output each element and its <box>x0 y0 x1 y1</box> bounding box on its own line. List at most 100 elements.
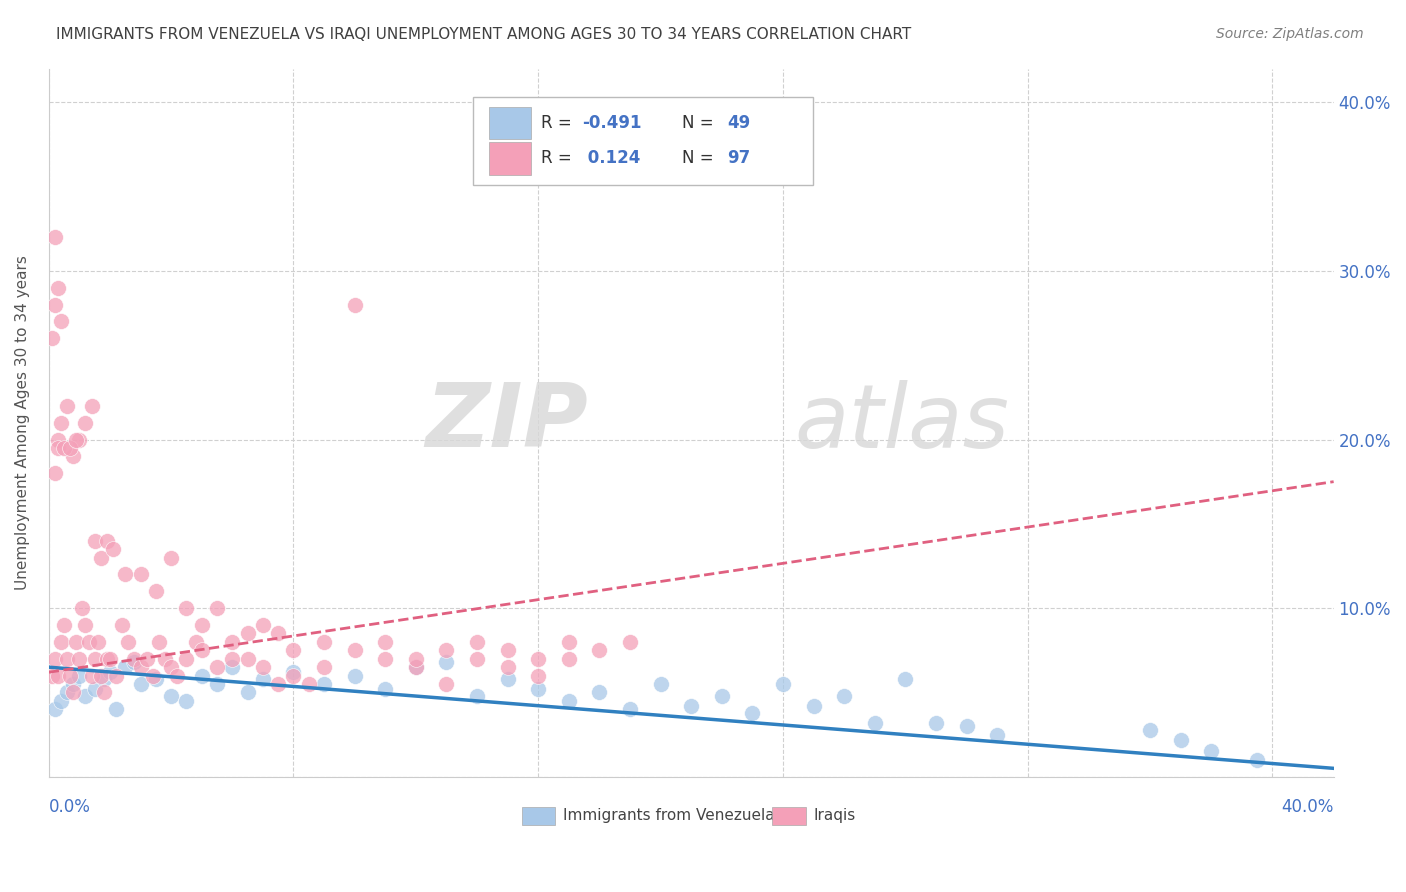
Point <box>436 677 458 691</box>
FancyBboxPatch shape <box>489 107 530 139</box>
Point <box>67 651 90 665</box>
Point <box>72 601 94 615</box>
Point <box>527 668 550 682</box>
Point <box>986 728 1008 742</box>
Point <box>46 441 69 455</box>
FancyBboxPatch shape <box>489 142 530 175</box>
Point <box>41 331 63 345</box>
Point <box>80 399 103 413</box>
Point <box>98 651 121 665</box>
Point <box>465 635 488 649</box>
Point <box>114 567 136 582</box>
Point <box>129 567 152 582</box>
Point <box>65 433 87 447</box>
Point <box>56 651 79 665</box>
Point <box>184 635 207 649</box>
Point <box>49 416 72 430</box>
Point <box>405 660 427 674</box>
Text: ZIP: ZIP <box>426 379 588 467</box>
Point <box>176 601 198 615</box>
Point <box>221 635 243 649</box>
Point <box>44 467 66 481</box>
Point <box>44 702 66 716</box>
Point <box>741 706 763 720</box>
Point <box>145 672 167 686</box>
Point <box>772 677 794 691</box>
Point <box>59 441 82 455</box>
Point <box>527 651 550 665</box>
Point <box>267 677 290 691</box>
Point <box>588 685 610 699</box>
Point <box>83 682 105 697</box>
Point <box>46 668 69 682</box>
Point <box>117 635 139 649</box>
Point <box>314 660 336 674</box>
Point <box>236 651 259 665</box>
Point <box>236 626 259 640</box>
Text: R =: R = <box>541 150 576 168</box>
Point <box>1139 723 1161 737</box>
Point <box>83 651 105 665</box>
Point <box>77 635 100 649</box>
Point <box>236 685 259 699</box>
Point <box>166 668 188 682</box>
Point <box>111 618 134 632</box>
Point <box>86 635 108 649</box>
Point <box>496 660 519 674</box>
Point <box>436 643 458 657</box>
Point <box>803 698 825 713</box>
Point <box>160 689 183 703</box>
Point <box>405 651 427 665</box>
Point <box>176 651 198 665</box>
Point <box>465 689 488 703</box>
Point <box>114 660 136 674</box>
Point <box>83 533 105 548</box>
Text: Source: ZipAtlas.com: Source: ZipAtlas.com <box>1216 27 1364 41</box>
Point <box>67 668 90 682</box>
Point <box>955 719 977 733</box>
Point <box>1199 744 1222 758</box>
Text: 40.0%: 40.0% <box>1281 798 1334 816</box>
Point <box>62 677 84 691</box>
Point <box>124 651 146 665</box>
Point <box>298 677 321 691</box>
Point <box>49 694 72 708</box>
Point <box>59 668 82 682</box>
Text: N =: N = <box>682 114 718 132</box>
Point <box>558 635 581 649</box>
Point <box>135 651 157 665</box>
Point <box>190 618 212 632</box>
Point <box>436 655 458 669</box>
Point <box>90 550 112 565</box>
Point <box>205 601 228 615</box>
Point <box>129 677 152 691</box>
Point <box>374 651 396 665</box>
Point <box>527 682 550 697</box>
Point <box>496 643 519 657</box>
Point <box>153 651 176 665</box>
Point <box>98 665 121 680</box>
Point <box>314 677 336 691</box>
Point <box>252 618 274 632</box>
Point <box>283 668 305 682</box>
Text: 97: 97 <box>727 150 751 168</box>
Point <box>176 694 198 708</box>
Point <box>1246 753 1268 767</box>
Text: R =: R = <box>541 114 576 132</box>
Point <box>124 655 146 669</box>
Point <box>53 441 76 455</box>
Text: Iraqis: Iraqis <box>813 808 855 823</box>
Point <box>49 635 72 649</box>
Point <box>863 715 886 730</box>
Point <box>67 433 90 447</box>
Point <box>710 689 733 703</box>
Text: 49: 49 <box>727 114 751 132</box>
Text: 0.0%: 0.0% <box>49 798 90 816</box>
Point <box>160 550 183 565</box>
Point <box>205 660 228 674</box>
Point <box>1170 732 1192 747</box>
Point <box>46 433 69 447</box>
Point <box>44 297 66 311</box>
Point <box>44 651 66 665</box>
Point <box>56 399 79 413</box>
